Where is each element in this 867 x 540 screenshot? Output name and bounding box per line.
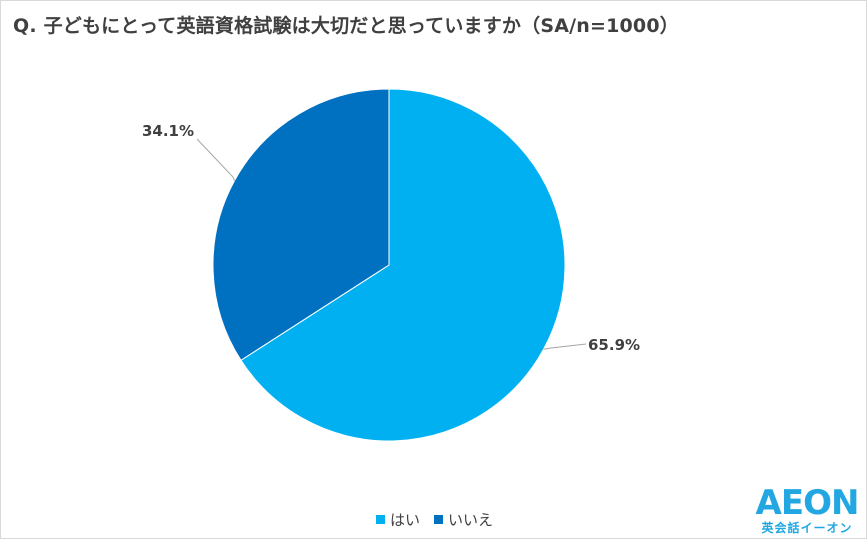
pie-slice-no (212, 88, 390, 361)
leader-line-no (196, 138, 235, 181)
data-label-yes: 65.9% (588, 336, 640, 354)
logo-subtitle: 英会話イーオン (761, 521, 853, 535)
aeon-logo: AEON 英会話イーオン (749, 485, 865, 537)
legend-swatch-no (434, 515, 443, 524)
legend-label-yes: はい (389, 511, 420, 529)
leader-line-yes (543, 343, 587, 350)
data-label-no: 34.1% (142, 122, 194, 140)
legend: はい いいえ (1, 509, 867, 530)
legend-item-yes: はい (375, 509, 420, 530)
chart-title: Q. 子どもにとって英語資格試験は大切だと思っていますか（SA/n=1000） (13, 15, 679, 37)
legend-swatch-yes (375, 515, 385, 524)
logo-wordmark: AEON (755, 483, 860, 523)
legend-label-no: いいえ (448, 511, 494, 529)
legend-item-no: いいえ (434, 509, 493, 530)
pie-slice-yes (240, 88, 566, 442)
